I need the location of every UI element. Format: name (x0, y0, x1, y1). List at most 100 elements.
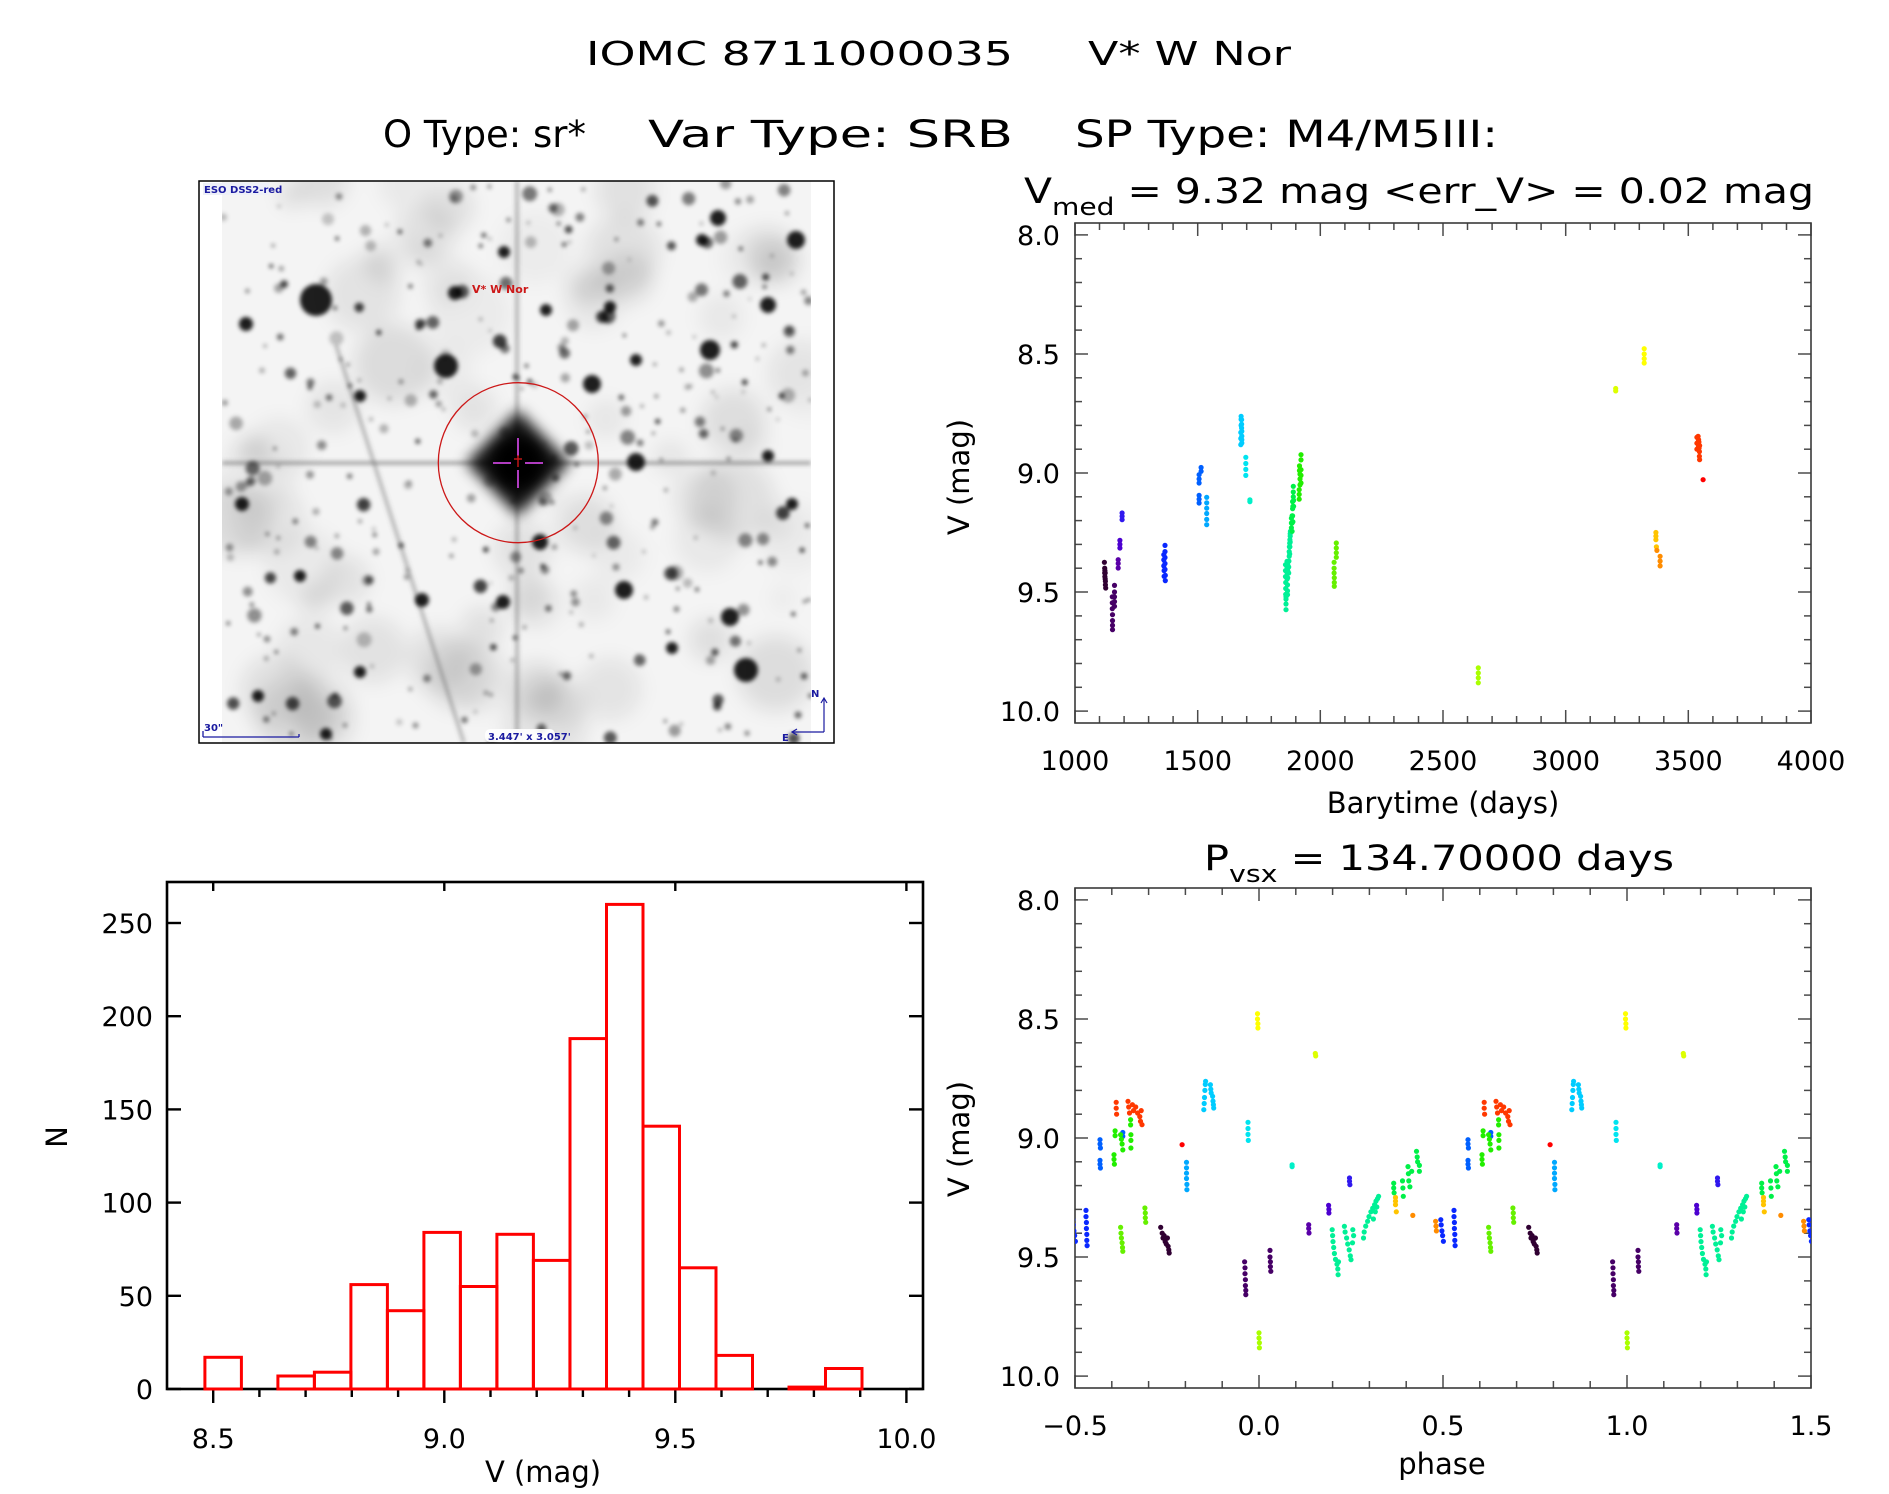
phase-curve-series (1254, 1011, 1629, 1031)
star-blob (729, 428, 743, 443)
finder-image (222, 181, 811, 743)
star-blob (698, 363, 714, 379)
phase-curve-point (1635, 1247, 1641, 1253)
sky-mottle (586, 399, 626, 438)
star-blob (664, 488, 668, 492)
phase-curve-point (1335, 1266, 1341, 1272)
star-blob (550, 500, 555, 505)
light-curve-point (1111, 603, 1118, 609)
star-blob (226, 621, 230, 626)
bright-star (448, 286, 462, 300)
star-blob (606, 535, 621, 550)
star-blob (620, 405, 632, 417)
histogram-x-axis-label: V (mag) (485, 1455, 601, 1489)
phase-curve-point (1393, 1209, 1399, 1215)
phase-curve-point (1714, 1247, 1720, 1253)
phase-curve-point (1118, 1136, 1124, 1142)
star-blob (776, 417, 780, 422)
light-curve-point (1641, 346, 1647, 352)
phase-curve-point (1718, 1227, 1724, 1233)
phase-curve-point (1405, 1164, 1411, 1170)
phase-curve-point (1366, 1214, 1372, 1220)
star-blob (316, 440, 327, 451)
phase-curve-point (1547, 1142, 1553, 1148)
star-blob (605, 284, 614, 293)
light-curve-point (1331, 583, 1337, 589)
star-blob (808, 398, 811, 402)
star-blob (276, 536, 280, 540)
light-curve-point (1286, 570, 1292, 576)
star-blob (705, 655, 716, 665)
star-blob (574, 462, 579, 467)
phase-curve-point (1158, 1224, 1164, 1230)
phase-curve-point (1118, 1224, 1124, 1230)
light-curve-point (1333, 540, 1339, 546)
phase-curve-point (1731, 1223, 1737, 1229)
phase-curve-series (1410, 1212, 1807, 1234)
light-curve-point (1109, 618, 1116, 624)
phase-curve-point (1481, 1099, 1487, 1105)
bright-star (786, 498, 798, 510)
star-blob (682, 192, 696, 206)
light-curve-series (1296, 452, 1304, 502)
light-curve-series (1694, 433, 1703, 463)
light-curve-point (1204, 494, 1210, 500)
phase-curve-point (1111, 1152, 1117, 1158)
star-blob (367, 602, 371, 606)
phase-curve-point (1360, 1235, 1367, 1241)
star-blob (340, 402, 346, 408)
phase-curve-point (1452, 1231, 1458, 1237)
bright-star (696, 234, 708, 246)
light-curve-point (1331, 579, 1337, 586)
phase-curve-point (1610, 1271, 1616, 1277)
sky-mottle (460, 606, 503, 649)
phase-curve-point (1143, 1219, 1149, 1225)
star-blob (461, 716, 468, 724)
phase-curve-point (1349, 1240, 1356, 1246)
sky-mottle (596, 181, 656, 221)
star-blob (315, 623, 320, 629)
phase-curve-point (1179, 1142, 1185, 1148)
phase-curve-point (1480, 1133, 1486, 1139)
phase-curve-point (1306, 1225, 1312, 1232)
star-blob (285, 696, 300, 711)
bright-star (300, 284, 332, 316)
phase-curve-point (1126, 1104, 1132, 1110)
histogram-x-tick-label: 9.5 (654, 1424, 697, 1455)
phase-curve-point (1399, 1178, 1406, 1184)
light-curve-point (1111, 594, 1118, 600)
star-blob (758, 560, 763, 565)
phase-curve-point (1781, 1148, 1788, 1154)
star-blob (805, 523, 810, 528)
phase-curve-point (1097, 1161, 1103, 1167)
star-blob (614, 237, 619, 242)
light-curve-point (1243, 454, 1249, 460)
phase-curve-point (1184, 1181, 1190, 1187)
star-blob (423, 674, 431, 683)
light-curve-series (1119, 510, 1125, 523)
phase-curve-point (1496, 1122, 1502, 1128)
light-curve-point (1296, 487, 1302, 493)
star-blob (518, 567, 524, 574)
sky-mottle (698, 294, 744, 340)
star-blob (663, 719, 667, 723)
light-curve-point (1102, 578, 1108, 584)
phase-curve-point (1097, 1165, 1103, 1171)
phase-curve-y-tick-label: 9.0 (1017, 1124, 1060, 1155)
fov-label-background (485, 729, 555, 742)
star-blob (563, 441, 579, 456)
phase-curve-point (1400, 1185, 1406, 1191)
histogram-bar (714, 1353, 754, 1391)
phase-curve-point (1482, 1111, 1488, 1117)
star-blob (423, 238, 433, 248)
star-blob (249, 602, 254, 607)
star-blob (335, 236, 340, 241)
sky-mottle (507, 574, 551, 618)
light-curve-series (1243, 454, 1249, 478)
star-blob (263, 716, 270, 723)
star-blob (603, 731, 617, 743)
phase-curve-point (1142, 1205, 1148, 1211)
light-curve-point (1657, 558, 1663, 564)
star-blob (711, 648, 719, 656)
